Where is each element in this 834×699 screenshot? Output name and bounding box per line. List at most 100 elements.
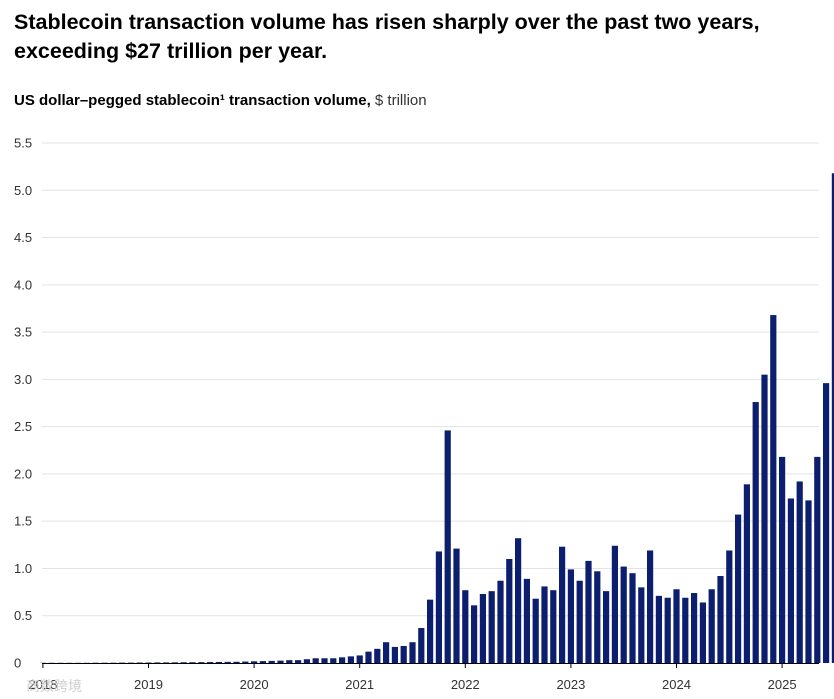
bar [708,589,715,663]
bar [814,456,821,663]
bar [444,430,451,663]
y-tick-label: 1.0 [14,561,32,576]
bar [207,662,214,663]
bar [163,662,170,663]
bar [532,598,539,663]
subtitle-measure: US dollar–pegged stablecoin¹ transaction… [14,92,371,109]
bar [479,593,486,663]
chart-title: Stablecoin transaction volume has risen … [14,10,760,63]
bar [189,662,196,663]
x-tick-label: 2024 [662,677,691,692]
bar [770,315,777,663]
bar [365,651,372,663]
bar [699,602,706,663]
bar [471,605,478,663]
y-tick-label: 3.0 [14,372,32,387]
bar [497,580,504,663]
bar [303,659,310,663]
subtitle-unit: $ trillion [370,92,427,109]
bar [823,383,830,663]
bar [286,660,293,663]
bar [400,645,407,663]
bar [391,646,398,663]
bar [611,545,618,663]
bar [251,661,258,663]
bar [576,580,583,663]
bar [339,657,346,663]
bar [752,402,759,663]
bar [550,590,557,663]
bar [233,661,240,663]
bar [277,660,284,663]
bar [647,550,654,663]
y-tick-label: 0 [14,656,21,671]
x-tick-label: 2020 [240,677,269,692]
bar [743,484,750,663]
y-tick-label: 4.5 [14,230,32,245]
bar [779,456,786,663]
bar [673,589,680,663]
bar [154,662,161,663]
bar [347,656,354,663]
y-tick-label: 1.5 [14,514,32,529]
x-tick-label: 2021 [345,677,374,692]
bar [242,661,249,663]
bar [215,661,222,663]
bar [224,661,231,663]
bar [523,578,530,663]
x-tick-label: 2023 [556,677,585,692]
y-tick-label: 5.5 [14,136,32,151]
bar [787,498,794,663]
bar [295,660,302,663]
bar [831,173,834,663]
bar [603,591,610,663]
x-tick-label: 2019 [134,677,163,692]
gridlines [42,142,819,617]
bar [506,559,513,663]
bar [356,655,363,663]
bar [330,658,337,663]
bar [259,661,266,663]
bar [312,658,319,663]
bar [488,591,495,663]
bar [462,590,469,663]
bar [726,550,733,663]
bar [418,628,425,663]
y-tick-label: 2.5 [14,419,32,434]
bar [655,595,662,663]
y-tick-label: 4.0 [14,277,32,292]
bar [453,548,460,663]
bar [735,514,742,663]
chart-subtitle: US dollar–pegged stablecoin¹ transaction… [14,91,427,111]
bar [805,500,812,663]
bar [761,374,768,663]
bar [691,593,698,663]
bar [585,560,592,663]
watermark: 商数跨境 [26,679,82,695]
bar [567,569,574,663]
x-tick-label: 2022 [451,677,480,692]
bar [198,662,205,663]
bar [559,546,566,663]
bar [268,660,275,663]
x-tick-label: 2018 [28,677,57,692]
x-axis-ticks: 2018 2019 2020 2021 2022 2023 2024 2025 [28,663,797,692]
bars [39,173,834,663]
bar [629,573,636,663]
y-axis-ticks: 0 0.5 1.0 1.5 2.0 2.5 3.0 3.5 4.0 4.5 5.0 5.5 [14,136,32,671]
bar [796,481,803,663]
bar [515,538,522,663]
y-tick-label: 3.5 [14,325,32,340]
bar [383,642,390,663]
bar [427,599,434,663]
bar [620,566,627,663]
bar [374,648,381,663]
bar [638,587,645,663]
bar [171,662,178,663]
bar [435,551,442,663]
bar [717,576,724,663]
bar [409,642,416,663]
y-tick-label: 5.0 [14,183,32,198]
bar [682,597,689,663]
